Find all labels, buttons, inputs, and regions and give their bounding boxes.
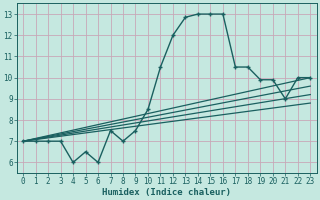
X-axis label: Humidex (Indice chaleur): Humidex (Indice chaleur) xyxy=(102,188,231,197)
